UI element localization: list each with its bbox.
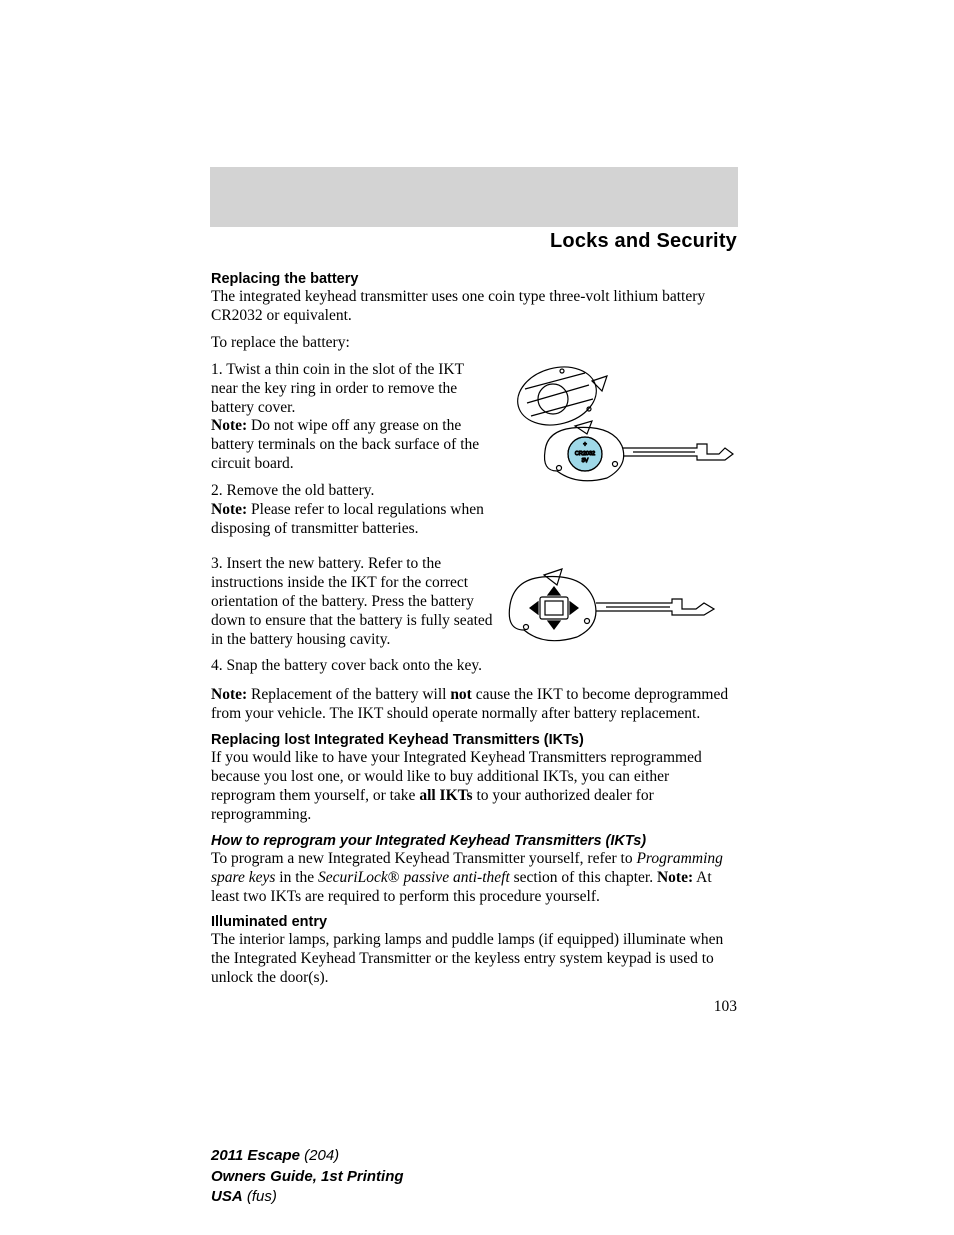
step-1-note-label: Note: [211,417,247,434]
to-replace-line: To replace the battery: [211,334,737,353]
svg-text:+: + [583,442,587,448]
step-2-note-text: Please refer to local regulations when d… [211,501,484,537]
footer-model: 2011 Escape [211,1147,300,1164]
howto-a: To program a new Integrated Keyhead Tran… [211,850,636,867]
step-1: 1. Twist a thin coin in the slot of the … [211,361,493,474]
replacing-lost-paragraph: If you would like to have your Integrate… [211,749,737,825]
header-gray-box [210,167,738,227]
footer-line-2: Owners Guide, 1st Printing [211,1167,404,1187]
steps-3-4-text: 3. Insert the new battery. Refer to the … [211,555,493,678]
howto-note-label: Note: [657,869,693,886]
heading-howto-reprogram: How to reprogram your Integrated Keyhead… [211,833,737,849]
page-number: 103 [211,998,737,1016]
howto-c: section of this chapter. [510,869,657,886]
step-3: 3. Insert the new battery. Refer to the … [211,555,493,650]
heading-replacing-lost-ikt: Replacing lost Integrated Keyhead Transm… [211,732,737,748]
page-content: Locks and Security Replacing the battery… [211,230,737,1016]
replacing-bold: all IKTs [419,787,472,804]
step-2-note-label: Note: [211,501,247,518]
footer-line-3: USA (fus) [211,1187,404,1207]
diagram-key-insert [507,555,737,678]
deprogram-note-not: not [450,686,472,703]
heading-replacing-battery: Replacing the battery [211,271,737,287]
key-battery-illustration: + CR2032 3V [507,361,737,511]
howto-i3: passive anti-theft [400,869,510,886]
illuminated-paragraph: The interior lamps, parking lamps and pu… [211,931,737,988]
footer-region-code: (fus) [243,1188,277,1205]
step-1-note-text: Do not wipe off any grease on the batter… [211,417,479,472]
page-footer: 2011 Escape (204) Owners Guide, 1st Prin… [211,1146,404,1207]
deprogram-note: Note: Replacement of the battery will no… [211,686,737,724]
footer-model-code: (204) [300,1147,339,1164]
footer-line-1: 2011 Escape (204) [211,1146,404,1166]
diagram-key-battery: + CR2032 3V [507,361,737,547]
steps-1-2-row: 1. Twist a thin coin in the slot of the … [211,361,737,547]
footer-region: USA [211,1188,243,1205]
howto-paragraph: To program a new Integrated Keyhead Tran… [211,850,737,907]
deprogram-note-label: Note: [211,686,247,703]
deprogram-note-a: Replacement of the battery will [247,686,450,703]
howto-b: in the [275,869,318,886]
step-4: 4. Snap the battery cover back onto the … [211,657,493,676]
intro-paragraph: The integrated keyhead transmitter uses … [211,288,737,326]
steps-1-2-text: 1. Twist a thin coin in the slot of the … [211,361,493,547]
step-2: 2. Remove the old battery. Note: Please … [211,482,493,539]
battery-label-top: CR2032 [575,451,595,457]
section-title: Locks and Security [211,230,737,253]
howto-i2: SecuriLock [318,869,388,886]
steps-3-4-row: 3. Insert the new battery. Refer to the … [211,555,737,678]
key-insert-illustration [507,555,737,670]
battery-label-bottom: 3V [582,458,589,464]
heading-illuminated-entry: Illuminated entry [211,914,737,930]
step-1-text: 1. Twist a thin coin in the slot of the … [211,361,464,416]
howto-reg: ® [388,869,400,886]
step-2-text: 2. Remove the old battery. [211,482,374,499]
